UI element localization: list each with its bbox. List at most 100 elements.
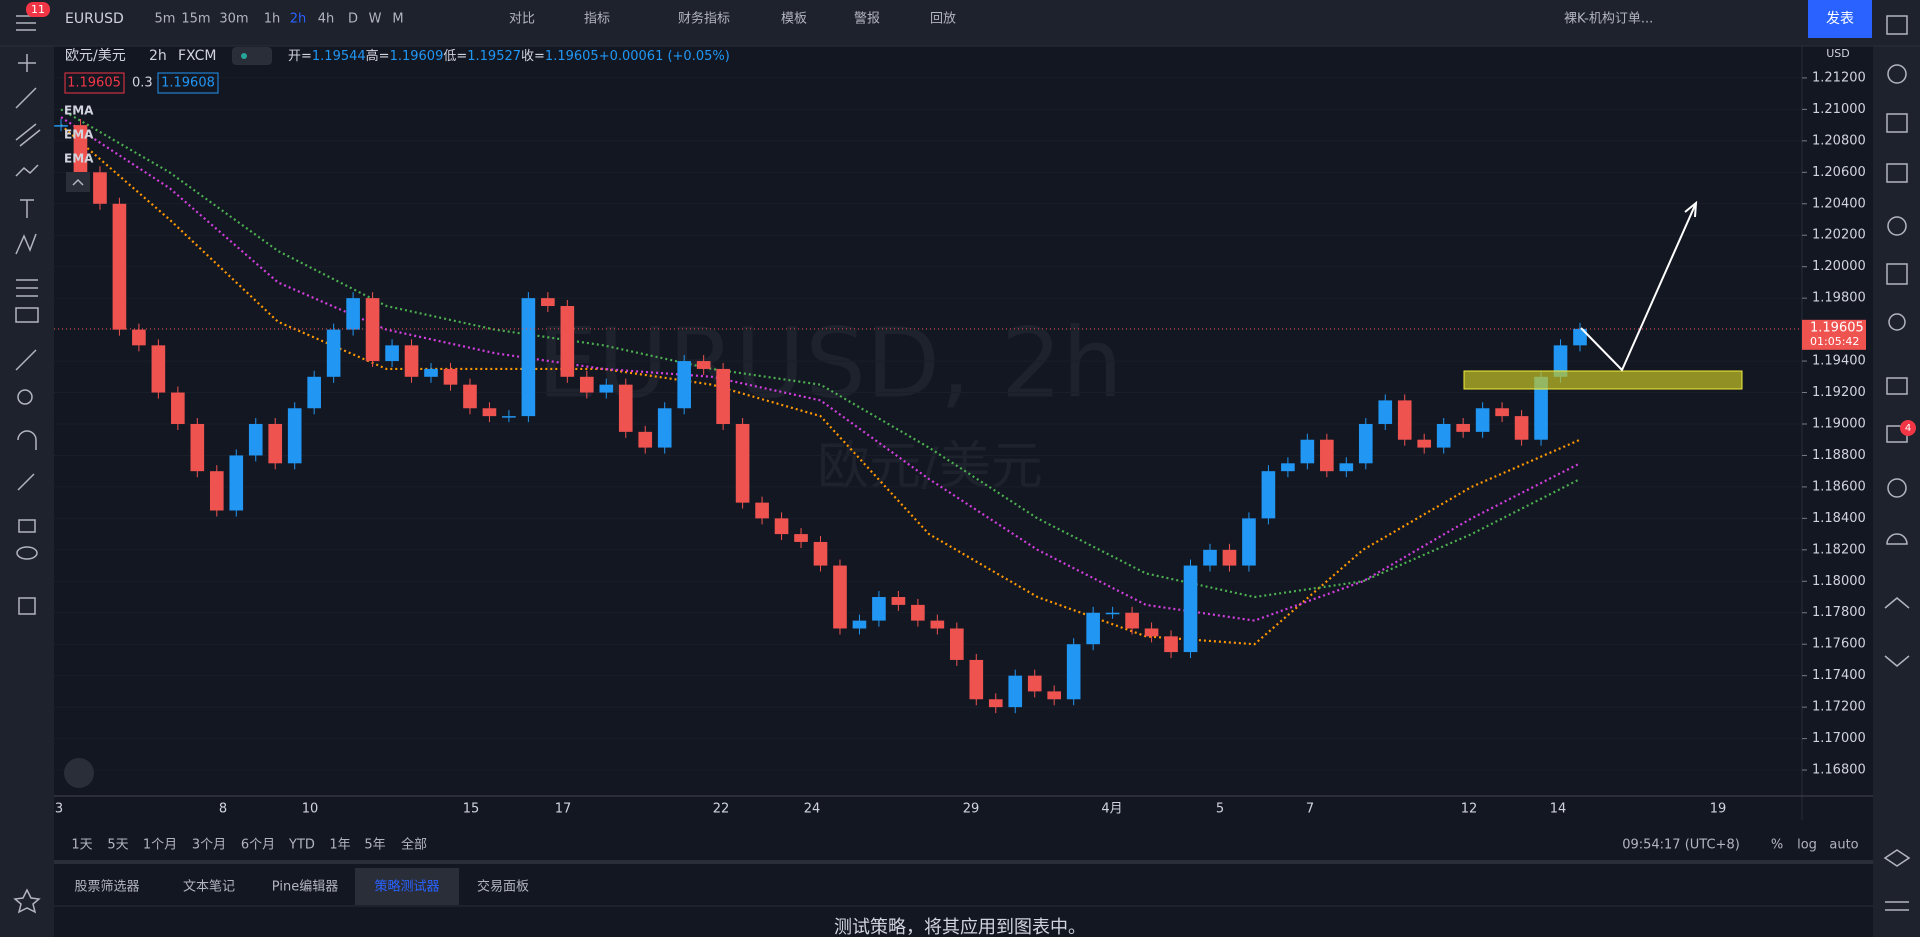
scale-option[interactable]: log [1797, 838, 1817, 853]
candle [1144, 628, 1159, 637]
zone-rectangle[interactable] [1463, 370, 1743, 390]
range-button[interactable]: 5天 [107, 838, 128, 853]
range-button[interactable]: 6个月 [241, 838, 275, 853]
arrow-head [1684, 200, 1698, 218]
status-dot [241, 53, 247, 59]
price-label: 1.21000 [1812, 102, 1866, 117]
change: +0.00061 (+0.05%) [599, 49, 730, 64]
time-label: 24 [804, 802, 821, 817]
candle [443, 368, 458, 385]
publish-button[interactable] [1808, 0, 1872, 38]
ohlc-label: 高= [366, 48, 390, 64]
toolbar-button[interactable]: 警报 [854, 11, 880, 27]
interval[interactable]: 4h [318, 12, 335, 27]
candle [326, 329, 341, 377]
candle [112, 203, 127, 330]
time-label: 12 [1461, 802, 1478, 817]
notification-badge [26, 2, 50, 17]
panel-tab[interactable]: 文本笔记 [183, 879, 235, 895]
price-label: 1.19400 [1812, 354, 1866, 369]
interval[interactable]: 30m [219, 12, 248, 27]
range-button[interactable]: 1天 [71, 838, 92, 853]
panel-tab[interactable]: 交易面板 [477, 879, 529, 895]
interval[interactable]: 15m [181, 12, 210, 27]
bid: 1.19605 [67, 76, 121, 91]
candle [541, 298, 555, 307]
candle [833, 565, 847, 629]
candle [677, 361, 691, 409]
arrow-line[interactable] [1580, 202, 1697, 372]
range-button[interactable]: 3个月 [192, 838, 226, 853]
candle [872, 597, 886, 621]
tool-icons[interactable] [13, 54, 41, 914]
time-label: 14 [1550, 802, 1567, 817]
scale-option[interactable]: % [1771, 838, 1783, 853]
candle [950, 628, 964, 660]
current-price: 1.19605 [1810, 320, 1864, 335]
time-label: 10 [302, 802, 319, 817]
collapse-button[interactable] [66, 172, 90, 192]
candle [1066, 644, 1081, 700]
toolbar-button[interactable]: 模板 [781, 12, 807, 27]
candle [463, 384, 477, 409]
toolbar-button[interactable]: 指标 [584, 12, 610, 27]
indicator-label[interactable]: EMA [64, 152, 94, 166]
range-button[interactable]: 5年 [364, 838, 385, 853]
candle [1534, 376, 1548, 440]
candle [385, 345, 399, 362]
time-label: 4月 [1101, 802, 1122, 817]
range-button[interactable]: 全部 [401, 837, 427, 853]
range-button[interactable]: 1年 [329, 838, 350, 853]
sidebar-icons[interactable] [1883, 15, 1911, 911]
badge-text: 11 [31, 3, 45, 16]
price-label: 1.19800 [1812, 291, 1866, 306]
scale-option[interactable]: auto [1829, 838, 1858, 853]
candle [1086, 612, 1100, 645]
indicator-label[interactable]: EMA [64, 104, 94, 118]
candle [1436, 423, 1451, 448]
toolbar-button[interactable]: 回放 [930, 12, 956, 27]
toolbar-button[interactable]: 财务指标 [678, 11, 730, 27]
time-label: 22 [713, 802, 730, 817]
status-pill[interactable] [232, 47, 272, 65]
interval[interactable]: D [348, 12, 358, 27]
candle [54, 125, 68, 127]
sidebar-badge-text: 4 [1905, 423, 1911, 434]
interval[interactable]: 2h [290, 12, 307, 27]
ohlc-label: 收= [521, 49, 545, 64]
interval[interactable]: W [369, 12, 382, 27]
panel-tab[interactable]: 策略测试器 [374, 879, 439, 895]
toolbar-button[interactable]: 对比 [509, 12, 535, 27]
indicator-label[interactable]: EMA [64, 128, 94, 142]
candle [1125, 612, 1139, 629]
symbol[interactable]: EURUSD [65, 11, 124, 27]
countdown: 01:05:42 [1810, 335, 1859, 348]
range-button[interactable]: 1个月 [143, 838, 177, 853]
template-name[interactable]: 裸K-机构订单... [1564, 12, 1653, 27]
panel-tab[interactable]: 股票筛选器 [74, 880, 139, 895]
candle [911, 604, 925, 621]
candle [1378, 400, 1393, 424]
interval[interactable]: M [392, 12, 403, 27]
range-button[interactable]: YTD [288, 838, 315, 853]
price-label: 1.20800 [1812, 133, 1866, 148]
candle [852, 620, 867, 629]
price-label: 1.17000 [1812, 731, 1866, 746]
candle [268, 423, 283, 464]
ohlc-value: 1.19605 [545, 49, 599, 64]
candle [891, 597, 906, 605]
interval[interactable]: 1h [264, 12, 281, 27]
candle [794, 534, 808, 542]
candle [1358, 423, 1373, 464]
candle [1203, 549, 1217, 566]
interval[interactable]: 5m [155, 12, 176, 27]
time-label: 29 [963, 802, 980, 817]
candle [696, 361, 711, 369]
publish-label[interactable]: 发表 [1826, 11, 1854, 27]
candle [1183, 565, 1198, 653]
candle [1164, 636, 1178, 653]
panel-tab[interactable]: Pine编辑器 [272, 880, 338, 895]
candle [229, 455, 244, 511]
candle [618, 384, 633, 432]
price-label: 1.17400 [1812, 668, 1866, 683]
